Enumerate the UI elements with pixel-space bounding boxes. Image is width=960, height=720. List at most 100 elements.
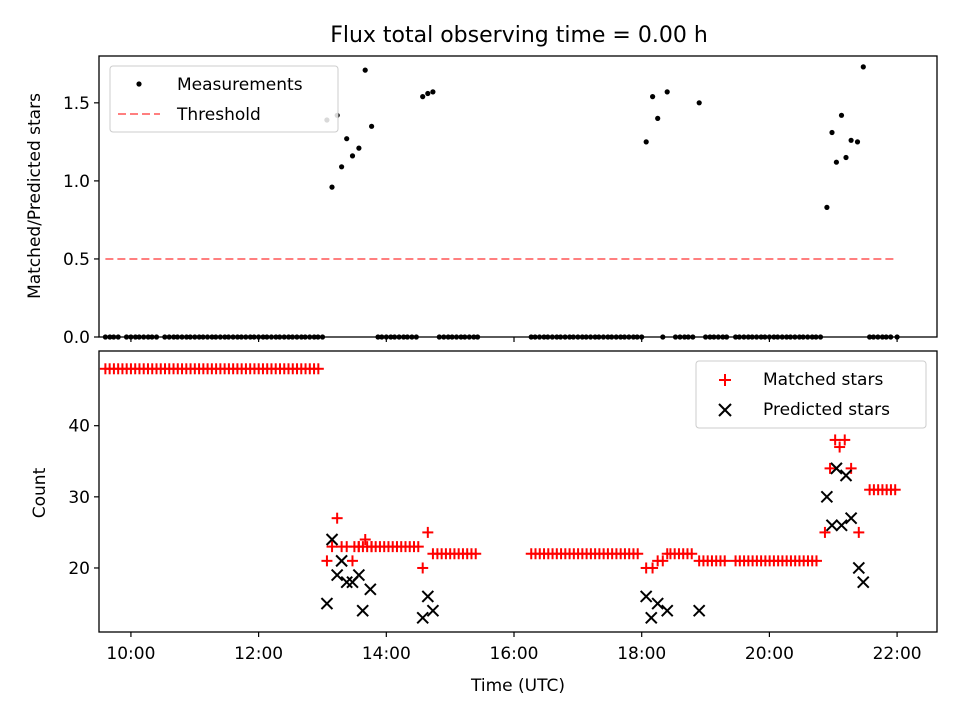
measurement-point [329,184,335,190]
predicted-star-point [320,597,334,610]
predicted-star-point [325,533,339,546]
measurement-point [369,123,375,129]
x-tick-label: 14:00 [362,644,411,664]
measurement-point [829,129,835,136]
matched-star-point [845,462,857,474]
x-tick-label: 10:00 [106,644,155,664]
matched-star-point [853,526,865,538]
matched-star-point [346,555,358,567]
measurement-point [430,89,436,95]
predicted-x-b [645,611,658,624]
matched-star-point [810,555,822,567]
predicted-x-b [356,604,369,617]
matched-star-point [686,548,698,560]
measurement-point [664,89,670,95]
x-axis-label: Time (UTC) [470,676,565,696]
predicted-x-b [857,575,870,589]
top-y-tick-label: 0.5 [63,250,90,270]
bottom-y-tick-label: 40 [68,417,90,437]
predicted-x-b [820,490,834,504]
measurement-point [655,115,661,121]
x-tick-label: 12:00 [234,644,283,664]
legend-predicted-label: Predicted stars [763,400,890,420]
measurement-point [356,145,362,151]
predicted-x-b [852,561,865,575]
matched-star-point [632,548,644,560]
legend-matched-label: Matched stars [763,370,883,390]
predicted-star-point [645,611,658,624]
matched-star-point [412,541,424,553]
matched-star-point [341,541,353,553]
bottom-axis-ticks: 20 30 40 10:00 12:00 14:00 16:00 18:00 20:00 22:0… [68,417,921,664]
matched-star-point [889,484,901,496]
matched-star-point [657,555,669,567]
predicted-star-point [661,604,674,617]
legend-measurement-marker [136,81,142,87]
predicted-x-b [830,462,843,475]
predicted-x-b [651,597,664,610]
legend-matched-marker [719,374,731,386]
matched-star-point [819,526,831,538]
measurement-point [854,139,861,145]
predicted-star-point [639,590,653,603]
predicted-star-point [356,604,369,617]
predicted-x-b [325,533,339,546]
predicted-star-point [340,575,353,589]
predicted-star-point [835,519,848,532]
matched-star-point [312,363,324,375]
measurement-point [860,64,866,70]
matched-star-point [824,462,836,474]
x-tick-label: 18:00 [617,644,666,664]
top-y-tick-label: 1.5 [63,94,90,114]
bottom-plot-marks [99,363,901,624]
top-y-tick-label: 0.0 [63,328,90,348]
predicted-star-point [857,575,870,589]
predicted-star-point [825,519,839,532]
predicted-x-b [364,583,377,596]
predicted-star-point [830,462,843,475]
top-panel: 0.0 0.5 1.0 1.5 Matched/Predicted stars Mea… [25,55,938,348]
predicted-x-b [692,604,706,617]
matched-star-point [417,562,429,574]
matched-star-point [366,541,378,553]
predicted-star-point [839,469,853,482]
matched-star-point [647,562,659,574]
measurement-point [650,94,656,100]
legend-predicted-marker [718,403,732,417]
measurement-point [848,137,854,143]
measurement-point [843,154,849,161]
predicted-star-point [692,604,706,617]
legend-measurements-label: Measurements [177,75,303,95]
bottom-y-tick-label: 20 [68,559,90,579]
predicted-star-point [364,583,377,596]
matched-star-point [359,534,371,546]
measurement-point [349,153,356,159]
measurement-point [344,136,350,142]
measurement-point [643,139,649,145]
predicted-star-point [335,554,348,568]
predicted-star-point [426,604,440,617]
predicted-x-b [320,597,334,610]
top-legend: Measurements Threshold [109,65,339,133]
measurement-point [420,94,426,100]
bottom-panel: 20 30 40 10:00 12:00 14:00 16:00 18:00 20:00 22:0… [30,350,938,696]
predicted-x-b [426,604,440,617]
measurement-point [838,112,845,118]
matched-star-point [834,441,846,453]
measurement-point [696,100,702,106]
measurement-point [833,159,840,165]
matched-star-point [470,548,482,560]
predicted-x-b [335,554,348,568]
matched-star-point [829,434,841,446]
predicted-star-point [330,568,344,582]
matched-star-point [422,526,434,538]
x-tick-label: 16:00 [490,644,539,664]
top-y-axis-label: Matched/Predicted stars [25,93,45,299]
matched-star-point [427,548,439,560]
predicted-x-b [639,590,653,603]
matched-star-point [321,555,333,567]
top-axes-frame [98,55,938,338]
predicted-star-point [844,511,858,525]
predicted-x-b [835,519,848,532]
